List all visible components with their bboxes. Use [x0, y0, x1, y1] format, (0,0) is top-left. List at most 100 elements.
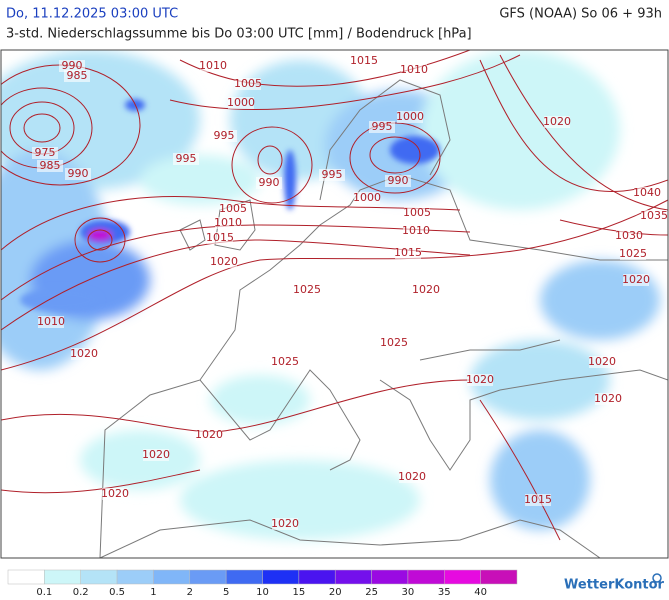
- isobar-label: 1020: [412, 283, 440, 296]
- isobar-label-bg: [413, 284, 439, 296]
- isobar-label: 1015: [524, 493, 552, 506]
- isobar-label: 1020: [70, 347, 98, 360]
- isobar-label: 990: [68, 167, 89, 180]
- isobar-label-bg: [211, 256, 237, 268]
- isobar-label-bg: [200, 60, 226, 72]
- isobar-label-bg: [399, 471, 425, 483]
- legend-tick-label: 0.1: [36, 587, 52, 598]
- isobar-label-bg: [59, 60, 85, 72]
- isobar-label: 1020: [271, 517, 299, 530]
- legend-tick-label: 40: [474, 587, 487, 598]
- isobar-label-bg: [143, 449, 169, 461]
- legend-swatch: [334, 569, 372, 585]
- isobar-label: 990: [259, 176, 280, 189]
- isobar-label-bg: [589, 356, 615, 368]
- brand-logo: WetterKontor: [564, 573, 665, 593]
- isobar-label: 1010: [37, 315, 65, 328]
- isobar-label: 1020: [543, 115, 571, 128]
- isobar-label: 990: [388, 174, 409, 187]
- isobar-label: 990: [62, 59, 83, 72]
- legend-tick-label: 15: [292, 587, 305, 598]
- precipitation: [1, 50, 660, 540]
- legend-swatch: [407, 569, 445, 585]
- isobar-label: 985: [40, 159, 61, 172]
- isobar-label: 1010: [402, 224, 430, 237]
- isobar-label: 1015: [206, 231, 234, 244]
- isobar-label: 985: [67, 69, 88, 82]
- map-frame: [0, 49, 669, 559]
- isobar-label-bg: [403, 225, 429, 237]
- isobar-label-bg: [397, 111, 423, 123]
- isobar-label-bg: [102, 488, 128, 500]
- subtitle: 3-std. Niederschlagssumme bis Do 03:00 U…: [6, 27, 472, 42]
- brand: WetterKontor: [564, 578, 665, 593]
- legend-tick-label: 20: [329, 587, 342, 598]
- isobar-label-bg: [395, 247, 421, 259]
- legend-swatch: [44, 569, 81, 585]
- isobar-label: 1020: [101, 487, 129, 500]
- logo-icon: [652, 573, 662, 583]
- isobar-label: 1030: [615, 229, 643, 242]
- legend-swatch: [189, 569, 227, 585]
- isobar-label-bg: [220, 203, 246, 215]
- isobar-label-bg: [38, 316, 64, 328]
- isobar-label: 1025: [271, 355, 299, 368]
- isobar-label-bg: [369, 121, 395, 133]
- isobar-label-bg: [32, 147, 58, 159]
- legend-swatch: [262, 569, 300, 585]
- isobar-labels: 9909851010100510001015101099597598599099…: [32, 54, 668, 530]
- isobar-label-bg: [173, 153, 199, 165]
- legend-swatch: [7, 569, 45, 585]
- isobar-label: 1020: [210, 255, 238, 268]
- isobar-label-bg: [467, 374, 493, 386]
- legend-tick-label: 2: [187, 587, 193, 598]
- isobar-label-bg: [235, 78, 261, 90]
- isobar-label: 995: [176, 152, 197, 165]
- isobar-label: 1020: [466, 373, 494, 386]
- isobar-label: 1015: [350, 54, 378, 67]
- legend-tick-label: 35: [438, 587, 451, 598]
- isobar-label: 1020: [398, 470, 426, 483]
- isobar-label-bg: [211, 130, 237, 142]
- isobar-label-bg: [595, 393, 621, 405]
- isobar-label-bg: [404, 207, 430, 219]
- isobar-label-bg: [544, 116, 570, 128]
- datetime: Do, 11.12.2025 03:00 UTC: [6, 7, 178, 22]
- isobar-label: 1040: [633, 186, 661, 199]
- isobar-label-bg: [272, 518, 298, 530]
- legend-swatch: [371, 569, 409, 585]
- isobar-label: 995: [372, 120, 393, 133]
- legend-tick-label: 1: [150, 587, 156, 598]
- isobar-label-bg: [385, 175, 411, 187]
- legend-swatch: [444, 569, 481, 585]
- legend: 0.1 0.2 0.5 1 2 5 10 15 20 25 30 35 40: [7, 569, 518, 598]
- isobar-label: 995: [322, 168, 343, 181]
- isobar-label: 1010: [400, 63, 428, 76]
- isobar-label-bg: [256, 177, 282, 189]
- isobar-label: 1015: [394, 246, 422, 259]
- legend-swatch: [225, 569, 263, 585]
- isobar-label: 1020: [142, 448, 170, 461]
- isobar-label-bg: [354, 192, 380, 204]
- isobar-label: 1000: [227, 96, 255, 109]
- legend-swatch: [298, 569, 336, 585]
- isobar-label-bg: [272, 356, 298, 368]
- isobar-label: 1020: [594, 392, 622, 405]
- legend-tick-label: 25: [365, 587, 378, 598]
- legend-tick-label: 30: [402, 587, 415, 598]
- isobar-label: 1025: [293, 283, 321, 296]
- legend-swatch: [153, 569, 191, 585]
- legend-swatch: [80, 569, 118, 585]
- isobar-label-bg: [620, 248, 646, 260]
- isobar-label-bg: [64, 70, 90, 82]
- legend-tick-label: 0.2: [73, 587, 89, 598]
- isobar-label: 1005: [219, 202, 247, 215]
- heavy-precipitation: [20, 99, 440, 312]
- isobar-label: 1000: [396, 110, 424, 123]
- isobar-label: 1025: [380, 336, 408, 349]
- isobar-label: 1025: [619, 247, 647, 260]
- legend-tick-label: 5: [223, 587, 229, 598]
- isobar-label-bg: [525, 494, 551, 506]
- isobar-label: 1020: [588, 355, 616, 368]
